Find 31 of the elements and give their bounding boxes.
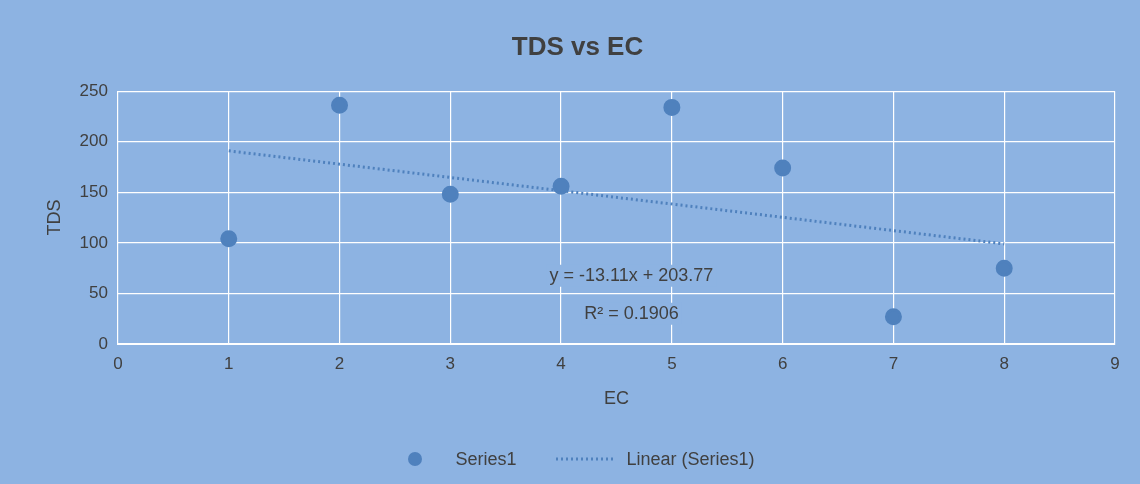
point [995, 259, 1013, 277]
y-tick-label: 0 [98, 333, 108, 353]
legend-label: Series1 [455, 448, 517, 470]
point [441, 185, 459, 203]
point [331, 96, 349, 114]
point [884, 308, 902, 326]
y-tick-label: 250 [79, 80, 108, 100]
y-tick-label: 50 [89, 283, 108, 303]
point [220, 230, 238, 248]
annotation: y = -13.11x + 203.77 [549, 264, 714, 285]
legend-label: Linear (Series1) [626, 448, 755, 470]
point [552, 177, 570, 195]
y-axis-title: TDS [43, 199, 64, 236]
x-tick-label: 2 [334, 353, 345, 373]
point [663, 98, 681, 116]
x-tick-label: 4 [556, 353, 566, 373]
point [774, 159, 792, 177]
x-tick-label: 3 [445, 353, 456, 373]
y-tick-label: 150 [79, 182, 108, 202]
x-tick-label: 1 [224, 353, 234, 373]
x-axis-title: EC [603, 388, 629, 409]
x-tick-label: 0 [113, 353, 123, 373]
y-tick-label: 100 [79, 232, 108, 252]
x-tick-label: 7 [888, 353, 899, 373]
y-tick-label: 200 [79, 131, 108, 151]
annotation: R² = 0.1906 [584, 302, 679, 323]
x-tick-label: 5 [667, 353, 677, 373]
x-tick-label: 8 [999, 353, 1009, 373]
x-tick-label: 6 [777, 353, 788, 373]
x-tick-label: 9 [1110, 353, 1120, 373]
chart-title: TDS vs EC [511, 30, 644, 61]
